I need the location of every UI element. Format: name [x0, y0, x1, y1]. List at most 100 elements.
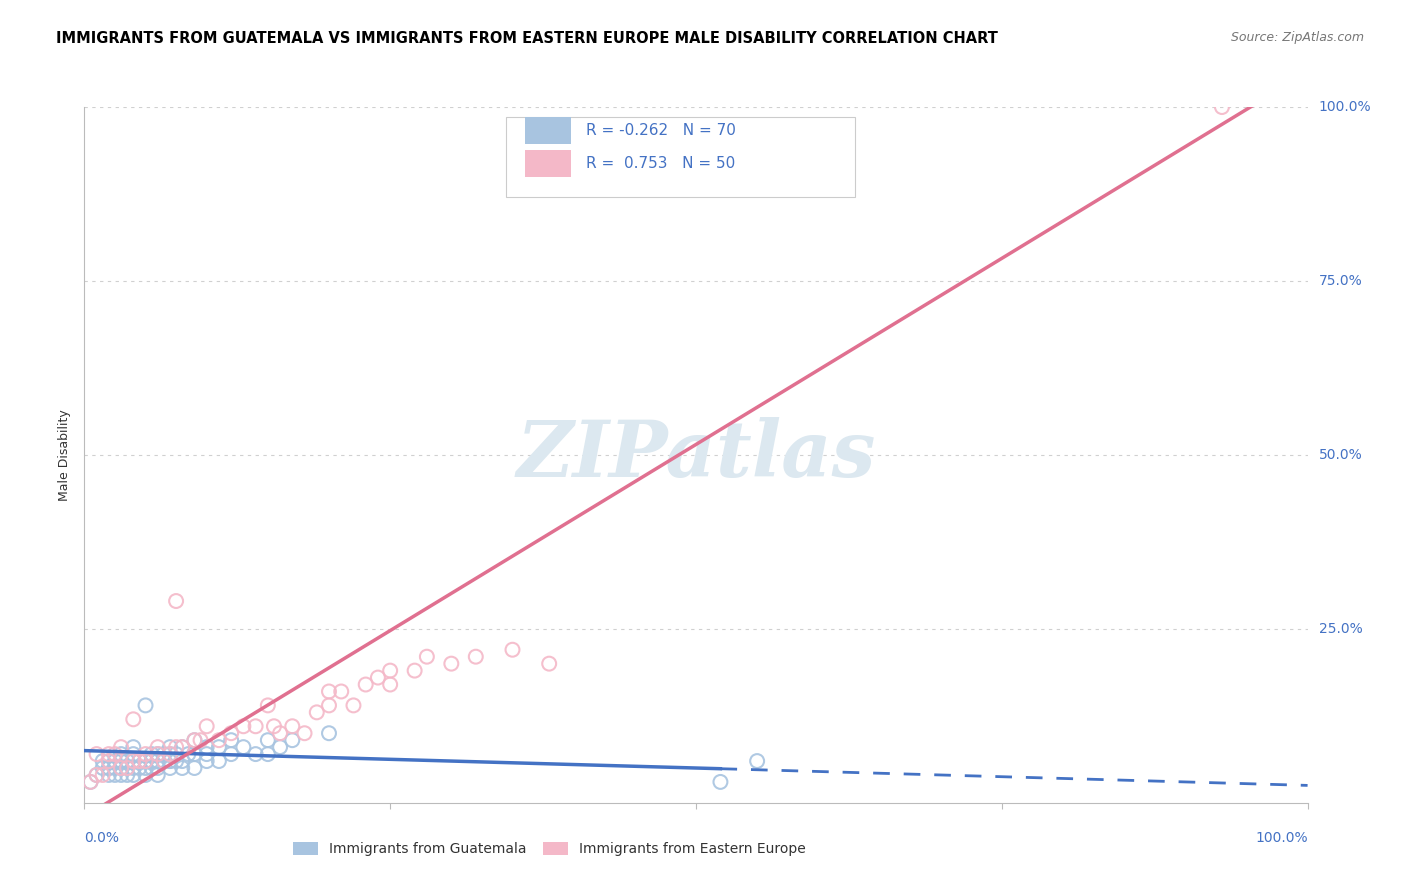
Text: 50.0%: 50.0% — [1319, 448, 1362, 462]
Point — [440, 657, 463, 671]
Point — [110, 761, 132, 775]
Point — [104, 768, 127, 782]
Point — [367, 671, 389, 685]
Point — [141, 761, 163, 775]
Point — [219, 747, 242, 761]
Point — [97, 768, 120, 782]
Point — [172, 761, 194, 775]
Point — [153, 754, 176, 768]
Point — [464, 649, 486, 664]
Point — [183, 761, 205, 775]
Point — [97, 754, 120, 768]
Point — [159, 754, 181, 768]
Point — [79, 775, 101, 789]
Point — [146, 768, 169, 782]
Point — [128, 754, 150, 768]
FancyBboxPatch shape — [506, 118, 855, 197]
Point — [97, 761, 120, 775]
Point — [122, 768, 145, 782]
Point — [245, 747, 267, 761]
Point — [97, 754, 120, 768]
Point — [165, 754, 187, 768]
Point — [135, 698, 157, 713]
Text: R =  0.753   N = 50: R = 0.753 N = 50 — [586, 156, 735, 171]
Point — [97, 747, 120, 761]
Point — [146, 761, 169, 775]
Point — [122, 754, 145, 768]
Point — [172, 754, 194, 768]
Point — [245, 719, 267, 733]
Point — [159, 754, 181, 768]
Point — [110, 761, 132, 775]
Point — [318, 726, 340, 740]
Point — [269, 726, 291, 740]
Point — [91, 768, 114, 782]
Point — [165, 740, 187, 755]
FancyBboxPatch shape — [524, 118, 571, 144]
Point — [172, 740, 194, 755]
Point — [146, 740, 169, 755]
Point — [354, 677, 377, 691]
Point — [110, 754, 132, 768]
Point — [263, 719, 285, 733]
Point — [172, 740, 194, 755]
Text: 25.0%: 25.0% — [1319, 622, 1362, 636]
Point — [269, 740, 291, 755]
Point — [110, 740, 132, 755]
Point — [538, 657, 561, 671]
Point — [219, 726, 242, 740]
Text: R = -0.262   N = 70: R = -0.262 N = 70 — [586, 123, 735, 138]
Point — [91, 761, 114, 775]
Point — [104, 754, 127, 768]
Point — [165, 594, 187, 608]
Point — [208, 733, 231, 747]
Point — [183, 733, 205, 747]
Y-axis label: Male Disability: Male Disability — [58, 409, 72, 500]
Text: 0.0%: 0.0% — [84, 830, 120, 845]
Point — [110, 747, 132, 761]
Legend: Immigrants from Guatemala, Immigrants from Eastern Europe: Immigrants from Guatemala, Immigrants fr… — [287, 837, 811, 862]
Text: 75.0%: 75.0% — [1319, 274, 1362, 288]
Point — [159, 747, 181, 761]
Point — [294, 726, 316, 740]
Point — [177, 747, 200, 761]
Point — [153, 754, 176, 768]
Point — [146, 754, 169, 768]
Point — [86, 768, 108, 782]
Point — [86, 747, 108, 761]
Point — [208, 754, 231, 768]
Point — [208, 740, 231, 755]
Point — [97, 761, 120, 775]
Text: 100.0%: 100.0% — [1256, 830, 1308, 845]
FancyBboxPatch shape — [524, 150, 571, 177]
Point — [195, 719, 218, 733]
Point — [128, 754, 150, 768]
Point — [1211, 100, 1233, 114]
Point — [159, 747, 181, 761]
Point — [122, 712, 145, 726]
Point — [115, 768, 138, 782]
Text: 100.0%: 100.0% — [1319, 100, 1371, 114]
Point — [404, 664, 426, 678]
Point — [79, 775, 101, 789]
Point — [219, 733, 242, 747]
Text: Source: ZipAtlas.com: Source: ZipAtlas.com — [1230, 31, 1364, 45]
Point — [183, 747, 205, 761]
Point — [195, 740, 218, 755]
Point — [153, 747, 176, 761]
Point — [141, 754, 163, 768]
Point — [110, 761, 132, 775]
Point — [190, 733, 212, 747]
Point — [110, 754, 132, 768]
Point — [342, 698, 364, 713]
Point — [305, 706, 328, 720]
Point — [183, 733, 205, 747]
Point — [104, 761, 127, 775]
Point — [122, 761, 145, 775]
Point — [141, 747, 163, 761]
Point — [281, 733, 304, 747]
Point — [128, 761, 150, 775]
Point — [86, 768, 108, 782]
Point — [195, 754, 218, 768]
Point — [257, 698, 280, 713]
